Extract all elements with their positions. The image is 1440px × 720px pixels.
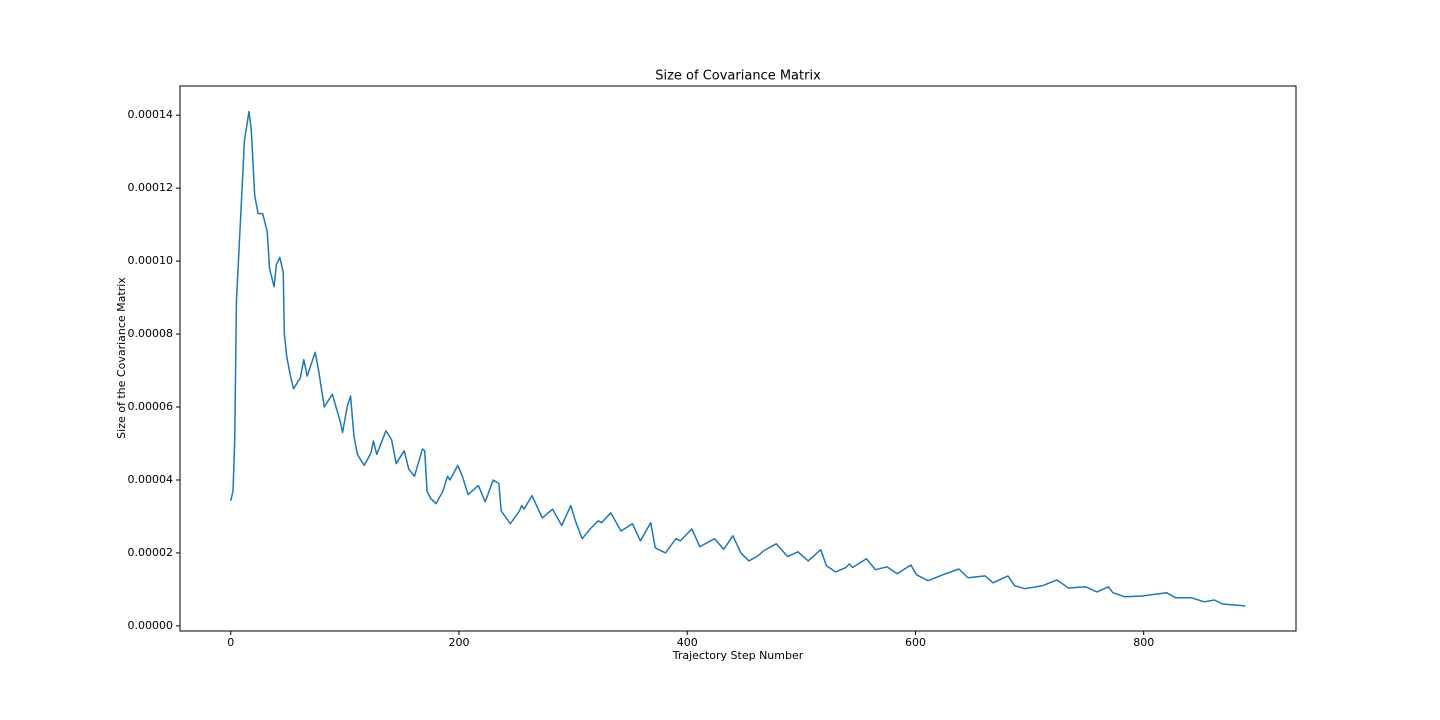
chart-title: Size of Covariance Matrix: [655, 69, 821, 84]
y-tick-label: 0.00012: [128, 181, 174, 194]
x-tick-label: 400: [677, 636, 698, 649]
y-axis-label: Size of the Covariance Matrix: [115, 277, 128, 439]
x-tick-label: 200: [448, 636, 469, 649]
y-tick-label: 0.00000: [128, 619, 174, 632]
y-tick-label: 0.00008: [128, 327, 174, 340]
x-tick-label: 800: [1133, 636, 1154, 649]
y-tick-label: 0.00002: [128, 546, 174, 559]
x-tick-label: 600: [905, 636, 926, 649]
y-tick-label: 0.00014: [128, 108, 174, 121]
line-series: [229, 110, 1246, 607]
y-tick-label: 0.00004: [128, 473, 174, 486]
x-axis-label: Trajectory Step Number: [672, 649, 804, 662]
x-tick-label: 0: [227, 636, 234, 649]
plot-frame: [179, 85, 1297, 632]
y-tick-label: 0.00010: [128, 254, 174, 267]
y-tick-label: 0.00006: [128, 400, 174, 413]
